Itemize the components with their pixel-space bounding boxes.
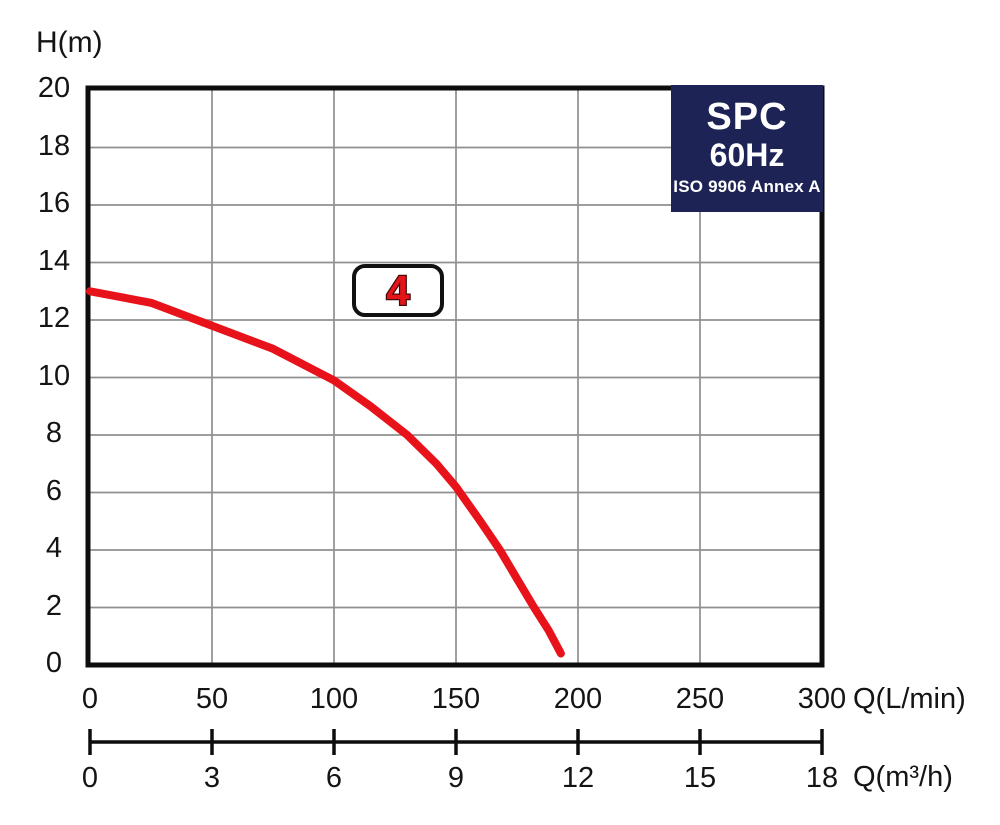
y-axis-title: H(m) [36, 26, 103, 59]
x-primary-tick-label: 50 [195, 683, 229, 715]
y-tick-label: 10 [37, 359, 71, 392]
badge-frequency: 60Hz [709, 137, 785, 174]
x-primary-tick-label: 150 [431, 683, 481, 715]
y-tick-label: 20 [37, 72, 71, 104]
badge-series-name: SPC [706, 96, 788, 139]
x-axis-primary-unit-label: Q(L/min) [853, 683, 966, 715]
plot-border [85, 85, 825, 668]
x-primary-tick-label: 0 [81, 683, 99, 715]
curve-number-text: 4 [385, 266, 411, 314]
y-tick-label: 2 [45, 589, 63, 622]
x-secondary-tick-label: 9 [447, 762, 465, 794]
x-primary-tick-label: 100 [309, 683, 359, 715]
x-secondary-tick-label: 18 [805, 762, 839, 794]
y-tick-label: 18 [37, 129, 71, 162]
badge-standard: ISO 9906 Annex A [673, 177, 821, 197]
y-tick-label: 12 [37, 302, 71, 334]
y-tick-label: 0 [45, 647, 63, 679]
y-tick-label: 16 [37, 187, 71, 219]
y-tick-label: 6 [45, 474, 63, 507]
x-secondary-tick-label: 3 [203, 762, 221, 794]
x-secondary-tick-label: 0 [81, 762, 99, 794]
y-tick-label: 14 [37, 244, 71, 277]
x-secondary-tick-label: 6 [325, 762, 343, 794]
x-primary-tick-label: 300 [797, 683, 847, 715]
x-axis-secondary-unit-label: Q(m³/h) [853, 761, 953, 793]
x-secondary-tick-label: 12 [561, 762, 595, 794]
curve-number-label: 4 [352, 264, 444, 317]
pump-curve [86, 287, 565, 658]
x-secondary-tick-label: 15 [683, 762, 717, 794]
y-tick-label: 4 [45, 532, 63, 564]
y-tick-label: 8 [45, 417, 63, 449]
x-primary-tick-label: 200 [553, 683, 603, 715]
x-primary-tick-label: 250 [675, 683, 725, 715]
series-info-badge: SPC 60Hz ISO 9906 Annex A [671, 85, 823, 212]
